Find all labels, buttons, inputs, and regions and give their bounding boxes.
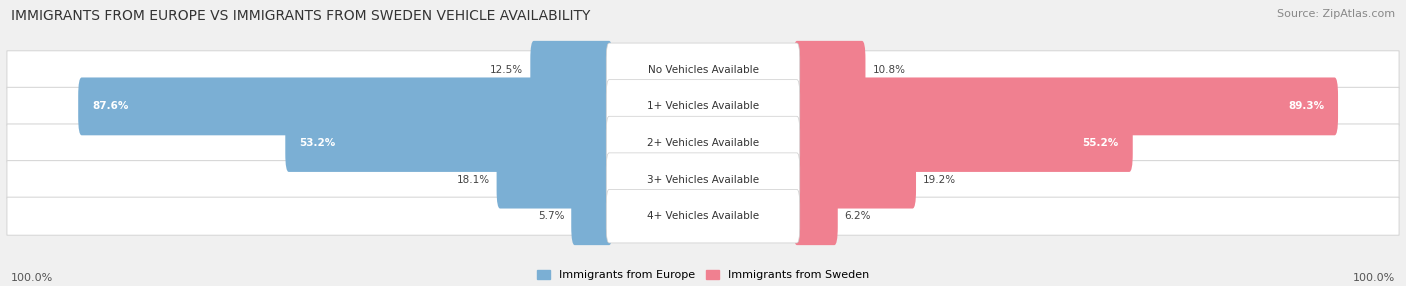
Text: 18.1%: 18.1% [457,175,489,184]
Text: 2+ Vehicles Available: 2+ Vehicles Available [647,138,759,148]
FancyBboxPatch shape [793,41,866,99]
FancyBboxPatch shape [606,190,800,243]
Text: 100.0%: 100.0% [1353,273,1395,283]
FancyBboxPatch shape [793,78,1339,135]
Text: 4+ Vehicles Available: 4+ Vehicles Available [647,211,759,221]
FancyBboxPatch shape [7,160,1399,199]
Text: 89.3%: 89.3% [1288,102,1324,111]
FancyBboxPatch shape [285,114,613,172]
Text: 1+ Vehicles Available: 1+ Vehicles Available [647,102,759,111]
Text: 19.2%: 19.2% [922,175,956,184]
FancyBboxPatch shape [571,187,613,245]
Text: 6.2%: 6.2% [845,211,872,221]
Text: 53.2%: 53.2% [299,138,336,148]
Text: 5.7%: 5.7% [537,211,564,221]
Text: No Vehicles Available: No Vehicles Available [648,65,758,75]
Text: 3+ Vehicles Available: 3+ Vehicles Available [647,175,759,184]
FancyBboxPatch shape [606,153,800,206]
FancyBboxPatch shape [7,124,1399,162]
Text: Source: ZipAtlas.com: Source: ZipAtlas.com [1277,9,1395,19]
Text: IMMIGRANTS FROM EUROPE VS IMMIGRANTS FROM SWEDEN VEHICLE AVAILABILITY: IMMIGRANTS FROM EUROPE VS IMMIGRANTS FRO… [11,9,591,23]
Text: 100.0%: 100.0% [11,273,53,283]
FancyBboxPatch shape [793,151,917,208]
Text: 10.8%: 10.8% [872,65,905,75]
FancyBboxPatch shape [793,114,1133,172]
Legend: Immigrants from Europe, Immigrants from Sweden: Immigrants from Europe, Immigrants from … [537,270,869,281]
FancyBboxPatch shape [606,116,800,170]
FancyBboxPatch shape [496,151,613,208]
FancyBboxPatch shape [793,187,838,245]
FancyBboxPatch shape [606,80,800,133]
FancyBboxPatch shape [606,43,800,96]
FancyBboxPatch shape [7,87,1399,126]
FancyBboxPatch shape [7,51,1399,89]
Text: 55.2%: 55.2% [1083,138,1119,148]
Text: 87.6%: 87.6% [93,102,128,111]
FancyBboxPatch shape [79,78,613,135]
Text: 12.5%: 12.5% [491,65,523,75]
FancyBboxPatch shape [530,41,613,99]
FancyBboxPatch shape [7,197,1399,235]
